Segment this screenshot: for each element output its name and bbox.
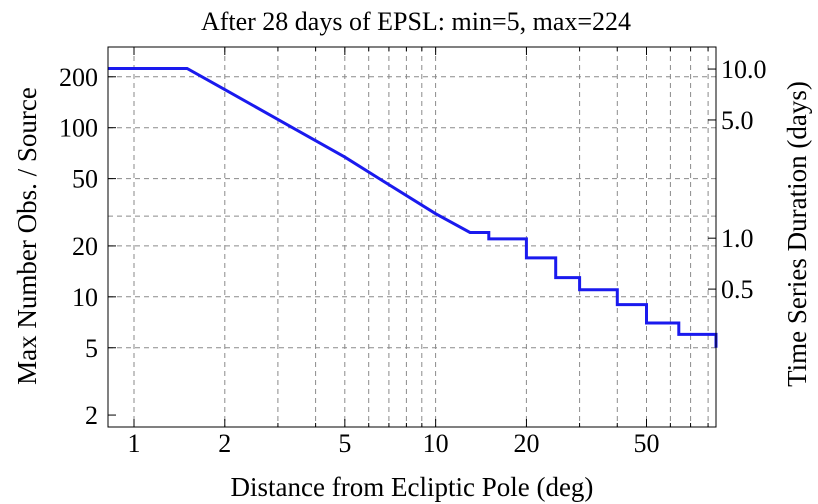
series-line [108,67,718,348]
y2-axis-label: Time Series Duration (days) [782,81,812,387]
y2-tick-label: 10.0 [721,55,767,84]
y-tick-label: 100 [59,114,98,143]
x-axis-label: Distance from Ecliptic Pole (deg) [231,472,594,502]
x-tick-label: 1 [127,429,140,458]
chart-title: After 28 days of EPSL: min=5, max=224 [201,7,631,36]
y-axis-label: Max Number Obs. / Source [12,87,42,385]
y-tick-label: 5 [85,334,98,363]
y2-tick-label: 5.0 [721,106,754,135]
y2-tick-label: 0.5 [721,275,754,304]
y2-tick-label: 1.0 [721,224,754,253]
y-tick-label: 2 [85,401,98,430]
x-tick-label: 10 [423,429,449,458]
y-tick-label: 10 [72,283,98,312]
x-tick-label: 50 [633,429,659,458]
x-tick-label: 5 [338,429,351,458]
plot-frame [107,46,717,428]
series-layer [108,67,718,348]
y-tick-label: 50 [72,165,98,194]
grid [108,47,716,427]
x-tick-label: 2 [218,429,231,458]
y-tick-label: 200 [59,63,98,92]
x-tick-label: 20 [513,429,539,458]
y-tick-label: 20 [72,232,98,261]
